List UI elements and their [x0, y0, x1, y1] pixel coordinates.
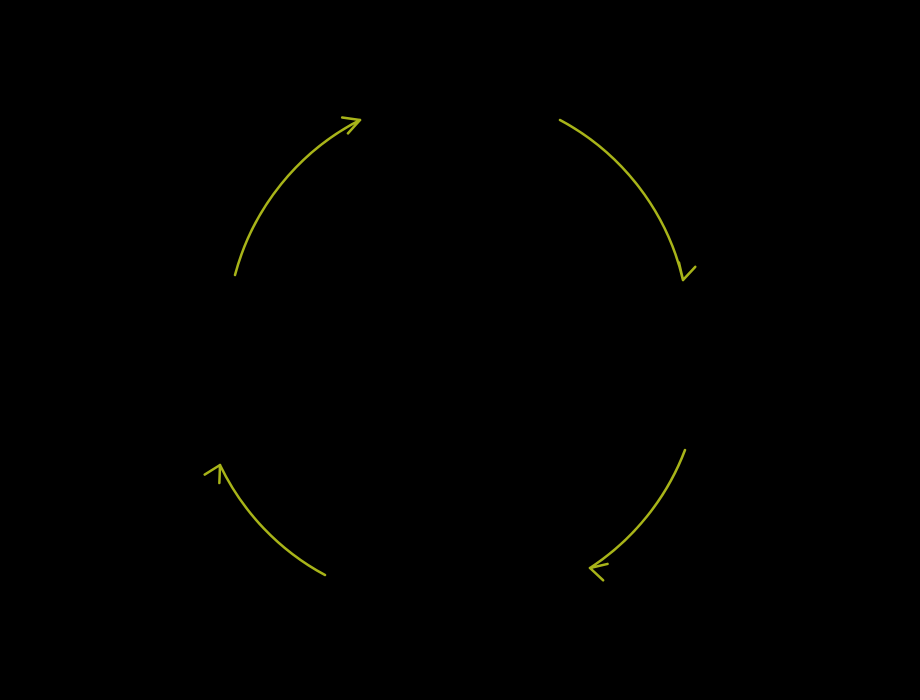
bottom-right-arrow-head	[590, 564, 608, 580]
top-right-arrow	[560, 120, 695, 280]
bottom-left-arrow-head	[205, 465, 220, 483]
cycle-diagram	[0, 0, 920, 700]
bottom-left-arrow	[205, 465, 325, 575]
bottom-right-arrow	[590, 450, 685, 580]
top-left-arrow	[235, 117, 360, 275]
top-right-arrow-head	[679, 262, 695, 280]
